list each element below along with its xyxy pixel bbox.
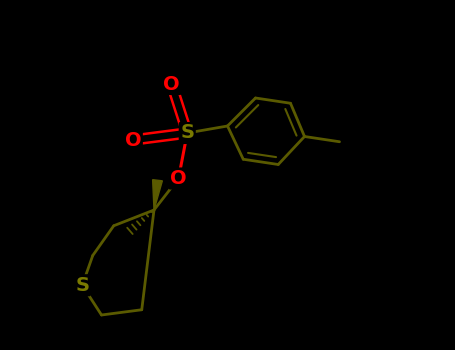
Text: S: S	[75, 276, 89, 295]
Text: O: O	[163, 75, 180, 93]
Polygon shape	[152, 180, 162, 210]
Text: S: S	[180, 124, 194, 142]
Text: O: O	[170, 169, 187, 188]
Text: O: O	[125, 131, 142, 149]
